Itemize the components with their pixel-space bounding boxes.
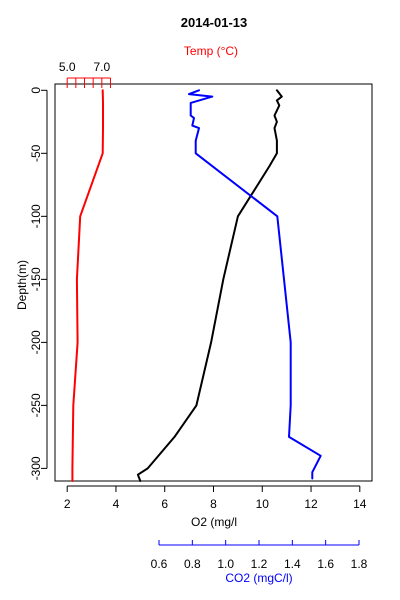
depth-tick-label: -100 [29,204,43,228]
depth-tick-label: -150 [29,267,43,291]
depth-tick-label: -300 [29,456,43,480]
o2-tick-label: 6 [161,497,168,511]
co2-tick-label: 1.2 [251,557,268,571]
o2-series-line [136,89,283,482]
o2-tick-label: 14 [353,497,367,511]
depth-tick-label: -50 [29,144,43,162]
depth-tick-label: 0 [29,87,43,94]
chart-title: 2014-01-13 [181,15,248,30]
depth-axis-label: Depth(m) [15,260,29,310]
co2-tick-label: 1.4 [284,557,301,571]
temp-series-line [71,89,104,482]
o2-tick-label: 2 [64,497,71,511]
o2-tick-label: 12 [304,497,318,511]
o2-tick-label: 4 [113,497,120,511]
plot-frame [54,83,373,482]
o2-tick-label: 10 [256,497,270,511]
co2-tick-label: 1.8 [351,557,368,571]
co2-tick-label: 1.0 [217,557,234,571]
depth-tick-label: -250 [29,393,43,417]
co2-tick-label: 0.6 [151,557,168,571]
temp-axis-label: Temp (°C) [184,44,238,58]
temp-tick-label: 5.0 [59,60,76,74]
co2-tick-label: 0.8 [184,557,201,571]
o2-tick-label: 8 [210,497,217,511]
co2-series-line [188,89,322,480]
depth-tick-label: -200 [29,330,43,354]
co2-axis-label: CO2 (mgC/l) [225,571,292,585]
o2-axis-label: O2 (mg/l [191,515,237,529]
temp-tick-label: 7.0 [93,60,110,74]
co2-tick-label: 1.6 [317,557,334,571]
